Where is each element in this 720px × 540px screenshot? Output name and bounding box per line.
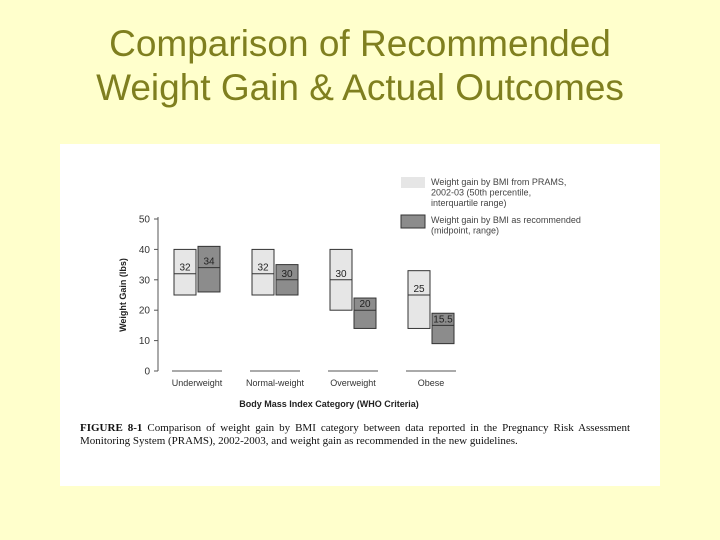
legend-entry-actual: Weight gain by BMI from PRAMS, 2002-03 (5… xyxy=(431,177,566,208)
recommended-range-box xyxy=(353,297,377,329)
y-tick-label: 10 xyxy=(139,336,151,347)
figure-caption-label: FIGURE 8-1 xyxy=(80,422,143,434)
actual-range-box xyxy=(251,248,275,296)
figure-caption-text: Comparison of weight gain by BMI categor… xyxy=(80,422,631,447)
y-tick-label: 50 xyxy=(139,215,151,226)
actual-value-label: 32 xyxy=(179,263,191,274)
recommended-value-label: 30 xyxy=(281,269,293,280)
slide-title-line-1: Comparison of Recommended xyxy=(109,23,611,64)
figure-caption: FIGURE 8-1 Comparison of weight gain by … xyxy=(80,422,630,448)
recommended-range-box xyxy=(197,245,221,293)
y-axis-label: Weight Gain (lbs) xyxy=(118,258,128,332)
actual-range-box xyxy=(173,248,197,296)
slide-title: Comparison of Recommended Weight Gain & … xyxy=(0,22,720,110)
category-label: Normal-weight xyxy=(246,378,305,388)
y-tick-label: 0 xyxy=(144,367,150,378)
figure-panel: 0 10 20 30 40 50 Weight Gain (lbs) Underweight 3… xyxy=(60,144,660,486)
actual-value-label: 30 xyxy=(335,269,347,280)
recommended-value-label: 15.5 xyxy=(433,314,453,325)
slide-title-line-2: Weight Gain & Actual Outcomes xyxy=(96,67,624,108)
y-tick-label: 40 xyxy=(139,245,151,256)
recommended-value-label: 34 xyxy=(203,257,215,268)
recommended-value-label: 20 xyxy=(359,299,371,310)
category-label: Underweight xyxy=(172,378,223,388)
y-tick-label: 30 xyxy=(139,275,151,286)
category-label: Overweight xyxy=(330,378,376,388)
legend-swatch-recommended xyxy=(400,214,426,229)
recommended-range-box xyxy=(431,312,455,345)
actual-value-label: 25 xyxy=(413,284,425,295)
y-tick-label: 20 xyxy=(139,306,151,317)
actual-range-box xyxy=(407,270,431,329)
actual-value-label: 32 xyxy=(257,263,269,274)
legend-entry-recommended: Weight gain by BMI as recommended (midpoi… xyxy=(431,215,581,236)
legend-swatch-actual xyxy=(401,177,425,188)
x-axis-label: Body Mass Index Category (WHO Criteria) xyxy=(239,399,419,409)
weight-gain-chart: 0 10 20 30 40 50 Weight Gain (lbs) Underweight 3… xyxy=(118,177,581,409)
category-label: Obese xyxy=(418,378,445,388)
